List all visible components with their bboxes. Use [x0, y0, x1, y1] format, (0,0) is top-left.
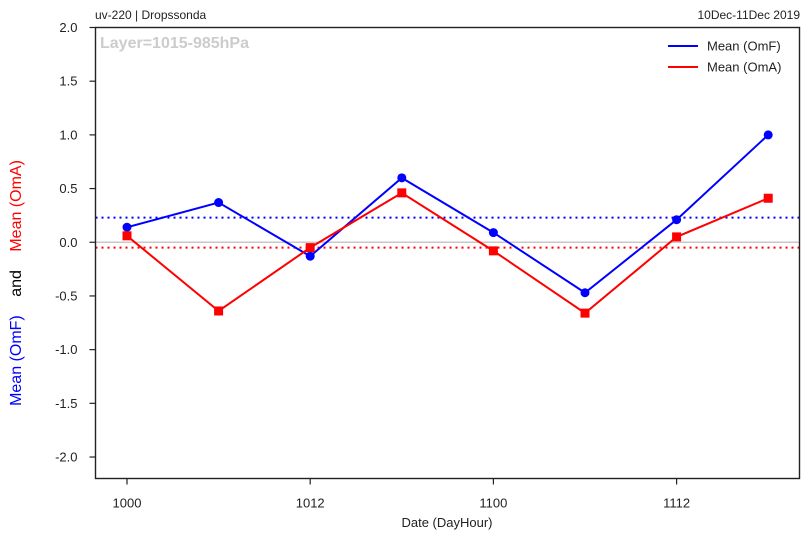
point-oma-1012 — [305, 243, 315, 253]
y-tick-label: -0.5 — [55, 288, 77, 303]
x-tick-label: 1112 — [663, 496, 690, 511]
svg-text:Mean (OmF) and: Mean (OmF) and Mean (OmA) — [8, 160, 25, 406]
y-axis-label: Mean (OmF) and Mean (OmA) — [8, 160, 25, 406]
legend-label-omf: Mean (OmF) — [707, 39, 781, 54]
point-oma-1018 — [397, 188, 407, 198]
x-axis-label: Date (DayHour) — [401, 515, 492, 530]
y-tick-label: 0.0 — [59, 235, 77, 250]
header-right: 10Dec-11Dec 2019 — [697, 8, 800, 22]
point-omf-1112 — [672, 215, 682, 225]
y-tick-label: 1.0 — [59, 127, 77, 142]
y-tick-label: 0.5 — [59, 181, 77, 196]
x-tick-label: 1000 — [113, 496, 142, 511]
point-omf-1000 — [122, 222, 132, 232]
y-tick-label: 1.5 — [59, 74, 77, 89]
point-omf-1018 — [397, 173, 407, 183]
point-oma-1100 — [488, 246, 498, 256]
x-axis: 1000 1012 1100 1112 — [113, 478, 690, 511]
point-omf-1118 — [763, 130, 773, 140]
series-line-omf — [126, 134, 769, 294]
point-oma-1118 — [763, 193, 773, 203]
layer-annotation: Layer=1015-985hPa — [100, 35, 249, 52]
point-omf-1100 — [488, 228, 498, 238]
point-oma-1006 — [214, 306, 224, 316]
point-omf-1006 — [214, 198, 224, 208]
y-tick-label: 2.0 — [59, 20, 77, 35]
y-label-and: and — [8, 270, 25, 297]
series-line-oma — [126, 191, 769, 315]
point-oma-1106 — [580, 308, 590, 318]
y-axis: 2.0 1.5 1.0 0.5 0.0 -0.5 -1.0 -1.5 -2.0 — [55, 20, 96, 465]
legend-label-oma: Mean (OmA) — [707, 60, 781, 75]
x-tick-label: 1012 — [296, 496, 325, 511]
x-tick-label: 1100 — [479, 496, 507, 511]
plot-frame — [94, 26, 801, 480]
y-tick-label: -1.0 — [55, 342, 77, 357]
point-oma-1112 — [672, 232, 682, 242]
header-left: uv-220 | Dropssonda — [95, 8, 207, 22]
y-tick-label: -1.5 — [55, 396, 77, 411]
point-omf-1012 — [305, 251, 315, 261]
y-label-omf: Mean (OmF) — [8, 315, 25, 406]
plot-area — [95, 130, 800, 318]
point-omf-1106 — [580, 288, 590, 298]
legend: Mean (OmF) Mean (OmA) — [668, 39, 781, 75]
point-oma-1000 — [122, 231, 132, 241]
y-tick-label: -2.0 — [55, 450, 77, 465]
y-label-oma: Mean (OmA) — [8, 160, 25, 252]
